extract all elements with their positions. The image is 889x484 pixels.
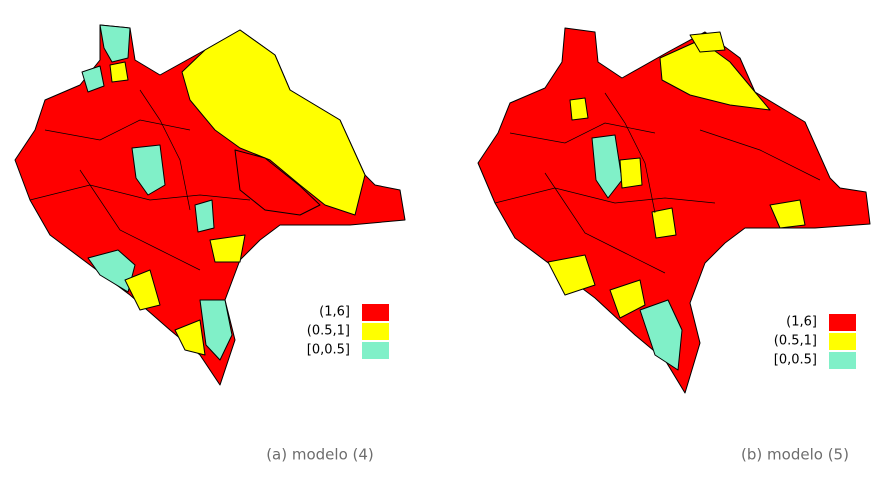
- legend-label: (0.5,1]: [774, 334, 817, 349]
- borders-a: [29, 89, 251, 271]
- legend-swatch: [829, 352, 856, 369]
- region: [131, 144, 166, 196]
- legend-swatch: [362, 323, 389, 340]
- region: [591, 134, 623, 199]
- region: [181, 29, 366, 216]
- region: [99, 24, 131, 63]
- legend-swatch: [362, 304, 389, 321]
- region: [609, 279, 646, 319]
- legend-label: [0,0.5]: [774, 353, 817, 368]
- legend-swatch: [829, 333, 856, 350]
- region: [569, 97, 589, 121]
- region: [619, 157, 643, 189]
- map-b: [477, 27, 871, 394]
- region: [234, 149, 321, 216]
- region: [769, 199, 806, 229]
- legend-label: (1,6]: [319, 305, 350, 320]
- caption: (b) modelo (5): [741, 446, 849, 464]
- region: [194, 199, 215, 233]
- map-a: [14, 24, 406, 386]
- region: [109, 61, 129, 83]
- region: [547, 254, 596, 296]
- region: [124, 269, 161, 311]
- legend-swatch: [829, 314, 856, 331]
- legends: (1,6] (0.5,1] [0,0.5] (a) modelo (4) (1,6] (0…: [266, 304, 856, 464]
- caption: (a) modelo (4): [266, 446, 374, 464]
- region: [209, 234, 246, 263]
- legend-label: [0,0.5]: [307, 343, 350, 358]
- region: [651, 207, 677, 239]
- legend-label: (0.5,1]: [307, 324, 350, 339]
- region: [81, 65, 105, 93]
- borders-b: [494, 92, 821, 274]
- region: [689, 31, 726, 53]
- legend-label: (1,6]: [786, 315, 817, 330]
- region: [639, 299, 683, 371]
- legend-swatch: [362, 342, 389, 359]
- region: [174, 319, 206, 356]
- region: [199, 299, 233, 361]
